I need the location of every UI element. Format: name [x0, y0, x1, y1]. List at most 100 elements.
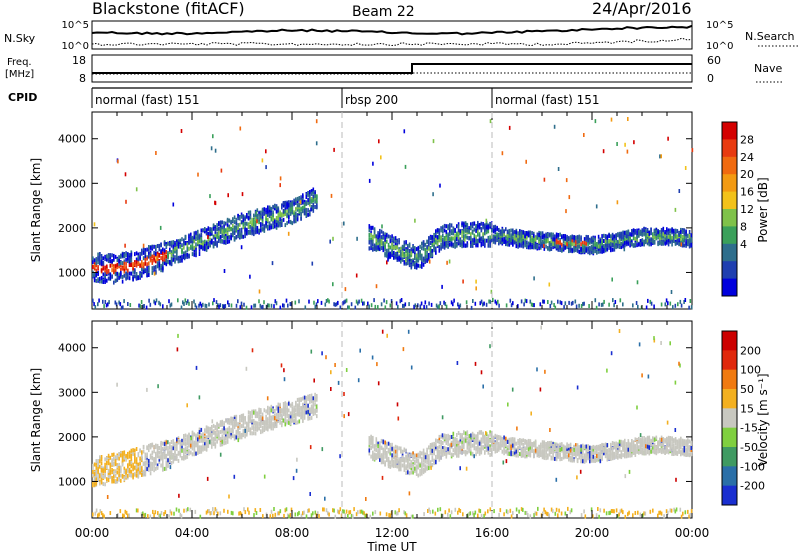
echo-cell	[662, 232, 665, 237]
echo-cell	[575, 235, 577, 240]
echo-cell	[379, 237, 381, 242]
echo-cell	[225, 228, 227, 233]
near-range-cell	[408, 302, 410, 307]
echo-cell	[107, 453, 110, 458]
echo-cell	[202, 432, 204, 437]
echo-cell	[309, 399, 311, 404]
echo-cell	[456, 224, 458, 229]
noise-cell	[125, 199, 127, 204]
echo-cell	[485, 223, 488, 228]
echo-cell	[165, 465, 168, 470]
echo-cell	[435, 229, 437, 234]
echo-cell	[368, 237, 371, 242]
echo-cell	[97, 459, 99, 463]
near-range-cell	[374, 304, 377, 309]
echo-cell	[673, 229, 675, 234]
echo-cell	[622, 239, 624, 244]
echo-cell	[184, 250, 187, 255]
echo-cell	[291, 221, 294, 226]
echo-cell	[585, 239, 588, 244]
near-range-cell	[594, 298, 597, 303]
echo-cell	[373, 447, 376, 452]
echo-cell	[118, 473, 120, 478]
echo-cell	[251, 226, 253, 231]
echo-cell	[599, 248, 602, 253]
echo-cell	[116, 477, 119, 482]
noise-cell	[623, 247, 626, 252]
echo-cell	[503, 229, 505, 234]
echo-cell	[130, 258, 133, 263]
echo-cell	[212, 235, 215, 240]
echo-cell	[387, 242, 390, 247]
echo-cell	[538, 239, 540, 244]
echo-cell	[272, 225, 274, 230]
noise-cell	[646, 238, 649, 243]
echo-cell	[261, 227, 264, 232]
echo-cell	[485, 227, 488, 232]
echo-cell	[405, 240, 407, 245]
echo-cell	[211, 432, 213, 437]
echo-cell	[128, 257, 131, 262]
echo-cell	[107, 271, 110, 276]
echo-cell	[254, 230, 257, 235]
echo-cell	[288, 207, 290, 212]
near-range-cell	[578, 303, 580, 308]
echo-cell	[144, 465, 147, 470]
echo-cell	[244, 221, 246, 226]
echo-cell	[172, 250, 175, 255]
echo-cell	[106, 456, 108, 461]
echo-cell	[547, 232, 549, 237]
near-range-cell	[395, 301, 398, 306]
echo-cell	[146, 460, 148, 465]
echo-cell	[261, 420, 264, 425]
echo-cell	[450, 241, 453, 246]
echo-cell	[141, 466, 143, 471]
echo-cell	[533, 245, 535, 250]
echo-cell	[93, 272, 96, 277]
echo-cell	[163, 442, 166, 446]
echo-cell	[653, 240, 656, 245]
echo-cell	[125, 257, 127, 262]
echo-cell	[99, 455, 101, 460]
echo-cell	[228, 235, 231, 240]
echo-cell	[566, 245, 568, 250]
echo-cell	[183, 251, 185, 256]
echo-cell	[256, 208, 259, 213]
echo-cell	[643, 242, 645, 247]
echo-cell	[478, 223, 481, 227]
echo-cell	[529, 238, 532, 243]
echo-cell	[309, 407, 311, 412]
echo-cell	[384, 247, 386, 251]
echo-cell	[254, 224, 257, 229]
echo-cell	[676, 240, 679, 245]
echo-cell	[401, 244, 404, 249]
echo-cell	[256, 425, 259, 430]
echo-cell	[118, 255, 120, 260]
echo-cell	[463, 241, 465, 245]
echo-cell	[620, 232, 623, 237]
noise-cell	[333, 147, 335, 152]
echo-cell	[232, 429, 234, 434]
echo-cell	[193, 237, 196, 242]
echo-cell	[113, 452, 115, 457]
echo-cell	[195, 451, 197, 456]
echo-cell	[552, 235, 554, 240]
near-range-cell	[185, 301, 188, 305]
echo-cell	[118, 475, 120, 480]
echo-cell	[219, 227, 222, 232]
echo-cell	[141, 248, 143, 253]
echo-cell	[681, 229, 684, 234]
echo-cell	[464, 234, 467, 238]
echo-cell	[398, 249, 400, 253]
echo-cell	[624, 230, 626, 235]
echo-cell	[202, 228, 204, 233]
echo-cell	[370, 446, 372, 450]
echo-cell	[433, 232, 435, 237]
echo-cell	[240, 227, 243, 232]
echo-cell	[398, 240, 400, 245]
echo-cell	[137, 255, 140, 260]
echo-cell	[508, 231, 511, 236]
echo-cell	[624, 237, 626, 242]
echo-cell	[230, 235, 232, 240]
echo-cell	[505, 227, 507, 232]
